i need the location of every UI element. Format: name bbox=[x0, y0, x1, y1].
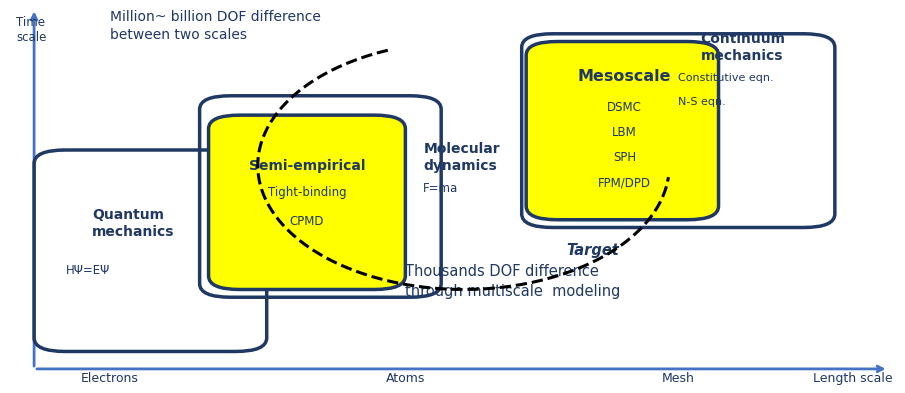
Text: Thousands DOF difference
through multiscale  modeling: Thousands DOF difference through multisc… bbox=[405, 264, 621, 299]
Text: F=ma: F=ma bbox=[424, 182, 459, 195]
Text: Molecular
dynamics: Molecular dynamics bbox=[424, 142, 500, 173]
Text: CPMD: CPMD bbox=[290, 215, 324, 228]
Text: SPH: SPH bbox=[613, 151, 636, 164]
Text: N-S eqn.: N-S eqn. bbox=[678, 97, 726, 107]
Text: Mesoscale: Mesoscale bbox=[578, 69, 672, 84]
FancyBboxPatch shape bbox=[208, 115, 405, 290]
Text: FPM/DPD: FPM/DPD bbox=[598, 176, 651, 189]
Text: DSMC: DSMC bbox=[607, 101, 642, 114]
Text: Mesh: Mesh bbox=[662, 372, 695, 385]
Text: Constitutive eqn.: Constitutive eqn. bbox=[678, 73, 774, 83]
Text: LBM: LBM bbox=[612, 126, 637, 139]
Text: Time
scale: Time scale bbox=[16, 16, 46, 44]
Text: Million~ billion DOF difference
between two scales: Million~ billion DOF difference between … bbox=[110, 10, 321, 42]
Text: Atoms: Atoms bbox=[386, 372, 425, 385]
Text: Continuum
mechanics: Continuum mechanics bbox=[700, 32, 786, 63]
Text: Length scale: Length scale bbox=[813, 372, 892, 385]
Text: Electrons: Electrons bbox=[81, 372, 139, 385]
Text: Quantum
mechanics: Quantum mechanics bbox=[92, 208, 175, 239]
Text: Target: Target bbox=[567, 243, 619, 258]
Text: Semi-empirical: Semi-empirical bbox=[249, 158, 366, 173]
FancyBboxPatch shape bbox=[526, 42, 719, 220]
Text: HΨ=EΨ: HΨ=EΨ bbox=[65, 264, 110, 277]
Text: Tight-binding: Tight-binding bbox=[268, 186, 347, 199]
